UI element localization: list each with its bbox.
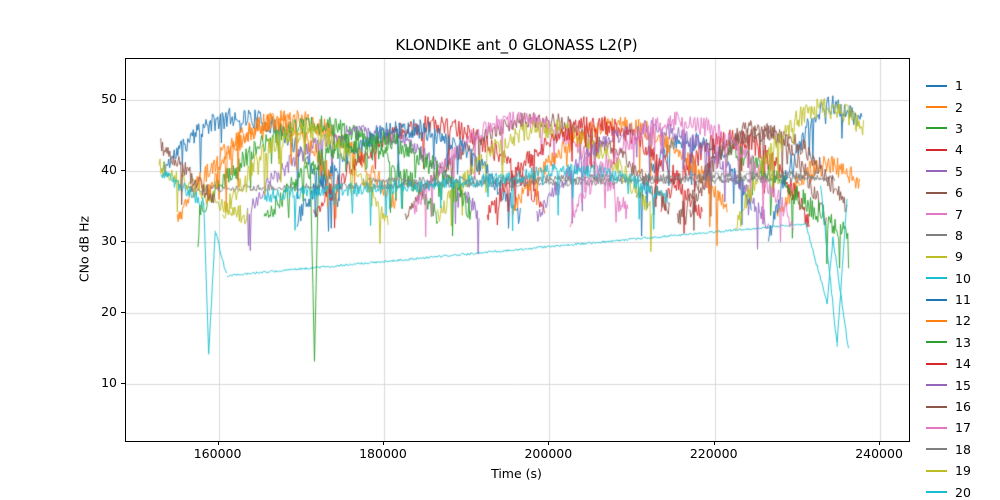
legend-item: 16 (926, 396, 996, 417)
y-tick-label: 40 (101, 162, 117, 178)
legend-line-swatch (926, 170, 947, 173)
legend-label: 11 (955, 292, 971, 308)
legend-line-swatch (926, 384, 947, 387)
legend-item: 20 (926, 481, 996, 500)
legend-line-swatch (926, 106, 947, 109)
y-tick-label: 20 (101, 304, 117, 320)
y-tick-label: 10 (101, 375, 117, 391)
x-tick-label: 160000 (193, 446, 242, 461)
chart-title: KLONDIKE ant_0 GLONASS L2(P) (395, 36, 638, 54)
legend-item: 7 (926, 203, 996, 224)
legend-label: 8 (955, 227, 963, 243)
legend-line-swatch (926, 84, 947, 87)
y-axis-label: CNo dB Hz (76, 215, 92, 283)
legend-line-swatch (926, 426, 947, 429)
legend-line-swatch (926, 277, 947, 280)
y-tick-mark (121, 99, 125, 101)
x-tick-mark (548, 441, 550, 445)
y-tick-label: 50 (101, 91, 117, 107)
x-tick-label: 180000 (359, 446, 407, 461)
y-tick-mark (121, 170, 125, 172)
legend-label: 6 (955, 185, 963, 201)
legend-line-swatch (926, 448, 947, 451)
legend-item: 8 (926, 225, 996, 246)
legend-label: 3 (955, 120, 963, 136)
x-tick-label: 240000 (855, 446, 903, 461)
legend-line-swatch (926, 148, 947, 151)
legend-line-swatch (926, 298, 947, 301)
legend-label: 1 (955, 78, 963, 94)
legend-line-swatch (926, 191, 947, 194)
x-axis-label: Time (s) (491, 466, 542, 481)
plot-area (125, 58, 910, 442)
legend-line-swatch (926, 213, 947, 216)
legend-item: 15 (926, 374, 996, 395)
legend-label: 14 (955, 356, 971, 372)
legend-label: 5 (955, 163, 963, 179)
x-tick-mark (713, 441, 715, 445)
legend-label: 16 (955, 399, 971, 415)
legend-item: 3 (926, 118, 996, 139)
legend-line-swatch (926, 234, 947, 237)
legend-line-swatch (926, 469, 947, 472)
legend-label: 18 (955, 441, 971, 457)
chart-canvas (126, 59, 909, 441)
legend-label: 19 (955, 463, 971, 479)
legend-label: 12 (955, 313, 971, 329)
x-tick-mark (217, 441, 219, 445)
legend-item: 18 (926, 439, 996, 460)
legend-label: 17 (955, 420, 971, 436)
legend-item: 19 (926, 460, 996, 481)
legend-line-swatch (926, 362, 947, 365)
legend-item: 17 (926, 417, 996, 438)
legend-label: 4 (955, 142, 963, 158)
legend-line-swatch (926, 319, 947, 322)
legend-item: 9 (926, 246, 996, 267)
legend-line-swatch (926, 255, 947, 258)
y-tick-mark (121, 241, 125, 243)
legend-item: 1 (926, 75, 996, 96)
legend-label: 7 (955, 206, 963, 222)
y-tick-mark (121, 383, 125, 385)
x-tick-mark (382, 441, 384, 445)
legend-item: 12 (926, 310, 996, 331)
x-tick-label: 220000 (689, 446, 738, 461)
x-tick-mark (879, 441, 881, 445)
legend-item: 13 (926, 332, 996, 353)
legend-item: 10 (926, 268, 996, 289)
legend-label: 2 (955, 99, 963, 115)
legend-line-swatch (926, 405, 947, 408)
y-tick-label: 30 (101, 233, 117, 249)
legend-label: 10 (955, 270, 971, 286)
legend-label: 9 (955, 249, 963, 265)
legend-item: 6 (926, 182, 996, 203)
y-tick-mark (121, 312, 125, 314)
x-tick-label: 200000 (524, 446, 573, 461)
legend-label: 13 (955, 334, 971, 350)
legend-line-swatch (926, 127, 947, 130)
legend-line-swatch (926, 341, 947, 344)
legend-item: 5 (926, 161, 996, 182)
legend-item: 11 (926, 289, 996, 310)
legend-label: 15 (955, 377, 971, 393)
legend: 1 2 3 4 5 6 7 8 9 10 11 12 13 14 15 16 17 18 19 20 (926, 75, 996, 500)
legend-label: 20 (955, 484, 971, 500)
legend-line-swatch (926, 491, 947, 494)
legend-item: 14 (926, 353, 996, 374)
legend-item: 2 (926, 96, 996, 117)
legend-item: 4 (926, 139, 996, 160)
